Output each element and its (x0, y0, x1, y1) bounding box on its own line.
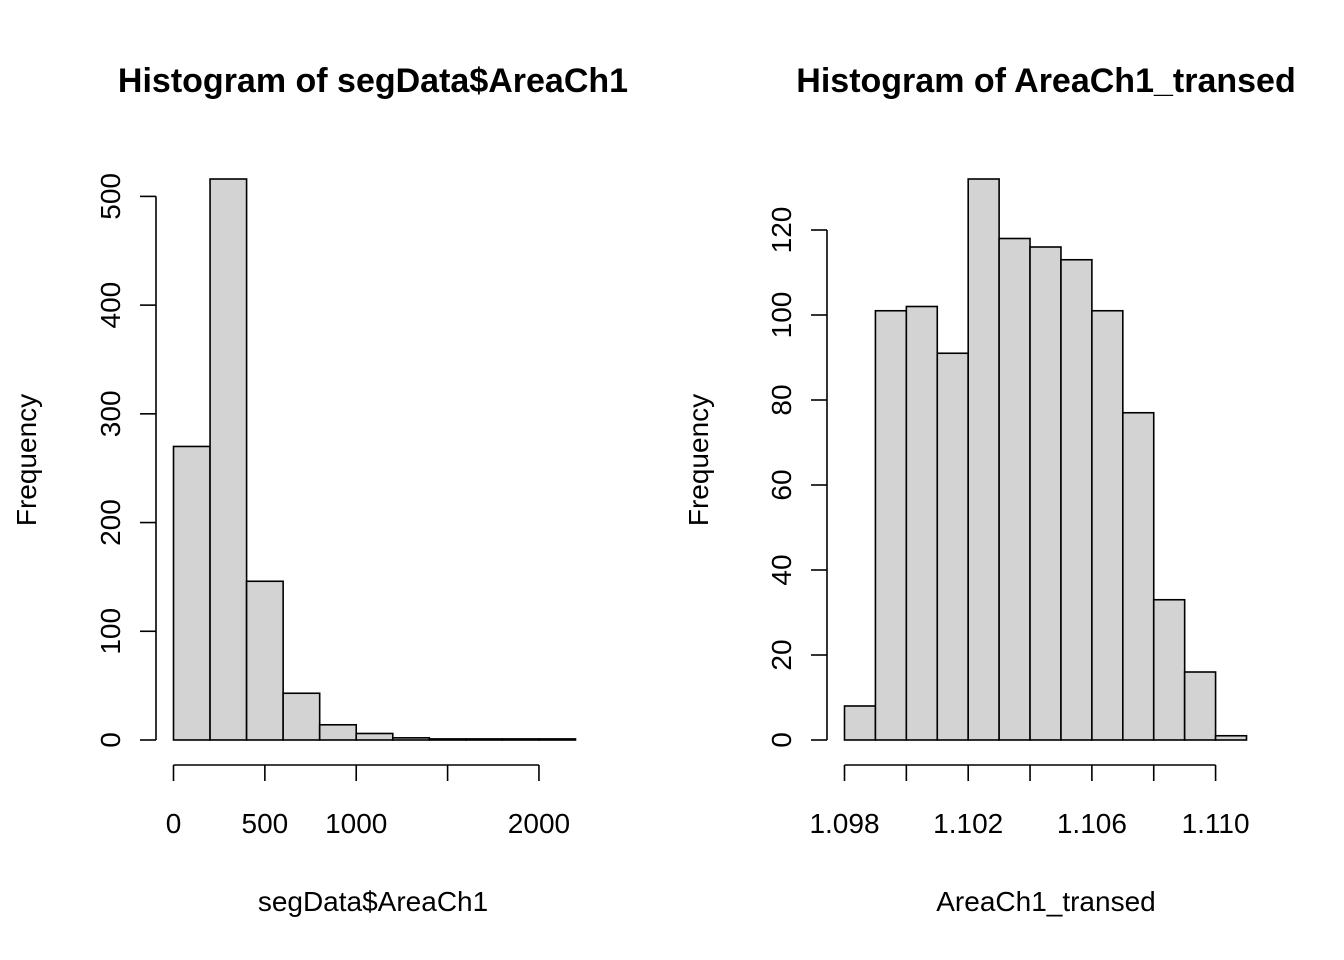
y-tick-label: 80 (766, 384, 797, 415)
y-tick-label: 200 (95, 499, 126, 546)
chart-title: Histogram of AreaCh1_transed (796, 62, 1295, 100)
histogram-bar (967, 178, 1000, 741)
x-tick-label: 1.110 (1182, 808, 1250, 839)
y-axis: 0 20 40 60 80 100 120 (766, 207, 828, 748)
y-tick-label: 40 (766, 554, 797, 585)
histogram-bar (428, 738, 467, 741)
histogram-bar (1029, 246, 1062, 741)
x-axis: 0 500 1000 2000 (166, 764, 570, 839)
y-tick-label: 300 (95, 390, 126, 437)
histogram-bar (282, 692, 321, 741)
x-tick-label: 0 (166, 808, 182, 839)
x-axis-label: AreaCh1_transed (936, 886, 1155, 917)
histogram-bar (318, 723, 358, 741)
y-tick-label: 120 (766, 207, 797, 254)
x-tick-label: 2000 (508, 808, 570, 839)
histogram-bar (391, 737, 431, 741)
y-tick-label: 20 (766, 639, 797, 670)
y-tick-label: 400 (95, 282, 126, 329)
histogram-bar (1122, 411, 1155, 741)
bars (843, 178, 1248, 741)
x-tick-label: 1.102 (933, 808, 1003, 839)
y-tick-label: 500 (95, 173, 126, 220)
histogram-bar (465, 738, 504, 741)
histogram-bar (355, 732, 394, 741)
histogram-bar (501, 738, 540, 741)
histogram-bar (905, 305, 939, 741)
y-tick-label: 100 (95, 608, 126, 655)
y-tick-label: 0 (766, 732, 797, 748)
x-axis: 1.098 1.102 1.106 1.110 (809, 764, 1250, 839)
histogram-bar (1152, 598, 1186, 741)
y-tick-label: 0 (95, 732, 126, 748)
histogram-bar (1060, 258, 1093, 741)
y-tick-label: 100 (766, 292, 797, 339)
histogram-bar (209, 178, 248, 741)
histogram-bar (998, 237, 1031, 741)
histogram-bar (936, 352, 969, 741)
x-tick-label: 500 (242, 808, 289, 839)
histogram-bar (1091, 309, 1124, 741)
x-tick-label: 1.106 (1057, 808, 1127, 839)
histogram-panel-left: Histogram of segData$AreaCh1 0 500 1000 200… (11, 62, 628, 917)
histogram-bar (843, 705, 877, 741)
y-axis-label: Frequency (11, 394, 42, 526)
x-tick-label: 1000 (325, 808, 387, 839)
x-axis-label: segData$AreaCh1 (258, 886, 488, 917)
y-axis: 0 100 200 300 400 500 (95, 173, 157, 748)
chart-title: Histogram of segData$AreaCh1 (118, 62, 628, 100)
histogram-panel-right: Histogram of AreaCh1_transed 1.098 1.102 1… (683, 62, 1296, 917)
x-tick-label: 1.098 (809, 808, 879, 839)
histogram-bar (874, 309, 908, 741)
y-axis-label: Frequency (683, 394, 714, 526)
histogram-bar (1214, 734, 1248, 741)
histogram-bar (538, 738, 577, 741)
histogram-bar (245, 580, 284, 741)
histogram-bar (172, 445, 211, 741)
y-tick-label: 60 (766, 469, 797, 500)
bars (172, 178, 577, 741)
histogram-bar (1183, 671, 1217, 741)
